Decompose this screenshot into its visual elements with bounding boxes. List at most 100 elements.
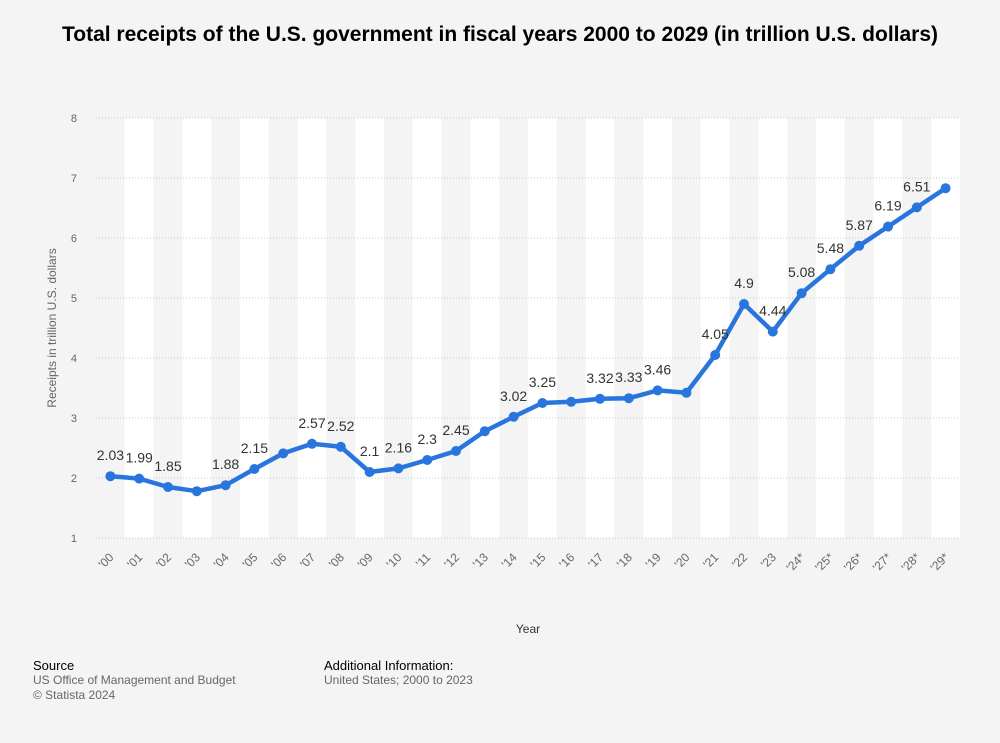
copyright-text: © Statista 2024 [33,688,116,702]
y-tick-label: 1 [71,533,77,545]
data-label: 2.03 [97,447,124,463]
data-point[interactable] [422,455,433,465]
data-point[interactable] [134,473,145,484]
additional-info-text: United States; 2000 to 2023 [324,673,473,687]
data-point[interactable] [220,480,231,491]
data-label: 3.25 [529,374,556,390]
data-point[interactable] [623,393,634,404]
x-axis-ticks: '00 '01 '02 '03 '04 '05 '06 '07 '08 '09 '10 '11 '12 '… [96,550,952,574]
y-axis-ticks: 1 2 3 4 5 6 7 8 [71,113,77,545]
x-tick-label: '09 [355,550,376,571]
data-label: 2.45 [442,422,469,438]
data-label: 4.44 [759,303,786,319]
data-labels: 2.03 1.991.85 1.882.15 2.57 2.52 2.1 2.16 2.3 2.… [97,178,931,474]
x-tick-label: '29* [927,550,951,574]
column-band [700,118,730,538]
x-axis-label: Year [516,622,540,636]
source-block: Source US Office of Management and Budge… [33,658,236,703]
data-point[interactable] [393,463,404,474]
chart-title: Total receipts of the U.S. government in… [61,23,939,46]
x-tick-label: '24* [783,550,807,574]
x-tick-label: '25* [812,550,836,574]
data-point[interactable] [767,326,778,337]
y-axis-label: Receipts in trillion U.S. dollars [45,248,59,407]
data-label: 6.19 [874,198,901,214]
y-tick-label: 7 [71,173,77,185]
data-point[interactable] [191,486,202,497]
data-point[interactable] [681,387,692,398]
data-point[interactable] [710,350,721,360]
x-tick-label: '18 [614,550,635,571]
x-tick-label: '02 [153,550,174,571]
data-point[interactable] [163,482,173,492]
data-point[interactable] [940,183,951,194]
data-point[interactable] [911,202,922,213]
x-tick-label: '00 [96,550,117,571]
data-point[interactable] [105,471,116,482]
x-tick-label: '16 [556,550,577,571]
column-band [182,118,212,538]
data-label: 2.15 [241,440,268,456]
column-band [412,118,442,538]
data-point[interactable] [278,448,289,459]
data-label: 3.32 [586,370,613,386]
data-label: 5.87 [846,217,873,233]
additional-info-block: Additional Information: United States; 2… [324,658,473,688]
x-tick-label: '05 [240,550,261,571]
data-point[interactable] [796,288,807,299]
y-tick-label: 6 [71,233,77,245]
data-point[interactable] [854,240,865,251]
series-line [108,185,948,494]
data-label: 2.57 [298,415,325,431]
data-points [105,183,951,497]
x-tick-label: '13 [470,550,491,571]
additional-info-heading: Additional Information: [324,658,454,673]
x-tick-label: '06 [268,550,289,571]
data-label: 2.52 [327,418,354,434]
data-point[interactable] [479,426,490,437]
data-point[interactable] [883,221,893,232]
data-point[interactable] [364,467,375,477]
data-point[interactable] [249,464,260,474]
data-point[interactable] [739,299,749,309]
x-tick-label: '27* [870,550,894,574]
data-label: 5.48 [817,240,844,256]
data-point[interactable] [307,438,317,449]
data-point[interactable] [451,446,461,456]
x-tick-label: '12 [441,550,462,571]
data-point[interactable] [335,441,346,452]
column-band [585,118,615,538]
data-label: 2.1 [360,443,380,459]
source-text: US Office of Management and Budget [33,673,236,687]
x-tick-label: '11 [413,550,434,571]
column-band [643,118,672,538]
column-band [297,118,327,538]
data-label: 5.08 [788,264,815,280]
data-point[interactable] [652,385,663,396]
series-receipts [108,185,948,494]
y-tick-label: 5 [71,293,77,305]
y-tick-label: 3 [71,413,77,425]
data-label: 1.85 [154,458,181,474]
x-tick-label: '03 [182,550,203,571]
column-band [873,118,903,538]
data-point[interactable] [537,398,548,408]
data-point[interactable] [595,393,605,404]
column-band [816,118,845,538]
x-tick-label: '23 [758,550,779,571]
x-tick-label: '19 [643,550,664,571]
x-tick-label: '22 [729,550,750,571]
column-band [470,118,500,538]
column-band [528,118,557,538]
data-point[interactable] [825,264,836,275]
x-tick-label: '15 [528,550,549,571]
x-tick-label: '20 [672,550,693,571]
data-point[interactable] [566,396,577,407]
data-point[interactable] [508,411,519,422]
data-label: 3.46 [644,361,671,377]
data-label: 6.51 [903,178,930,194]
x-tick-label: '21 [700,550,721,571]
x-tick-label: '07 [297,550,318,571]
x-tick-label: '08 [326,550,347,571]
